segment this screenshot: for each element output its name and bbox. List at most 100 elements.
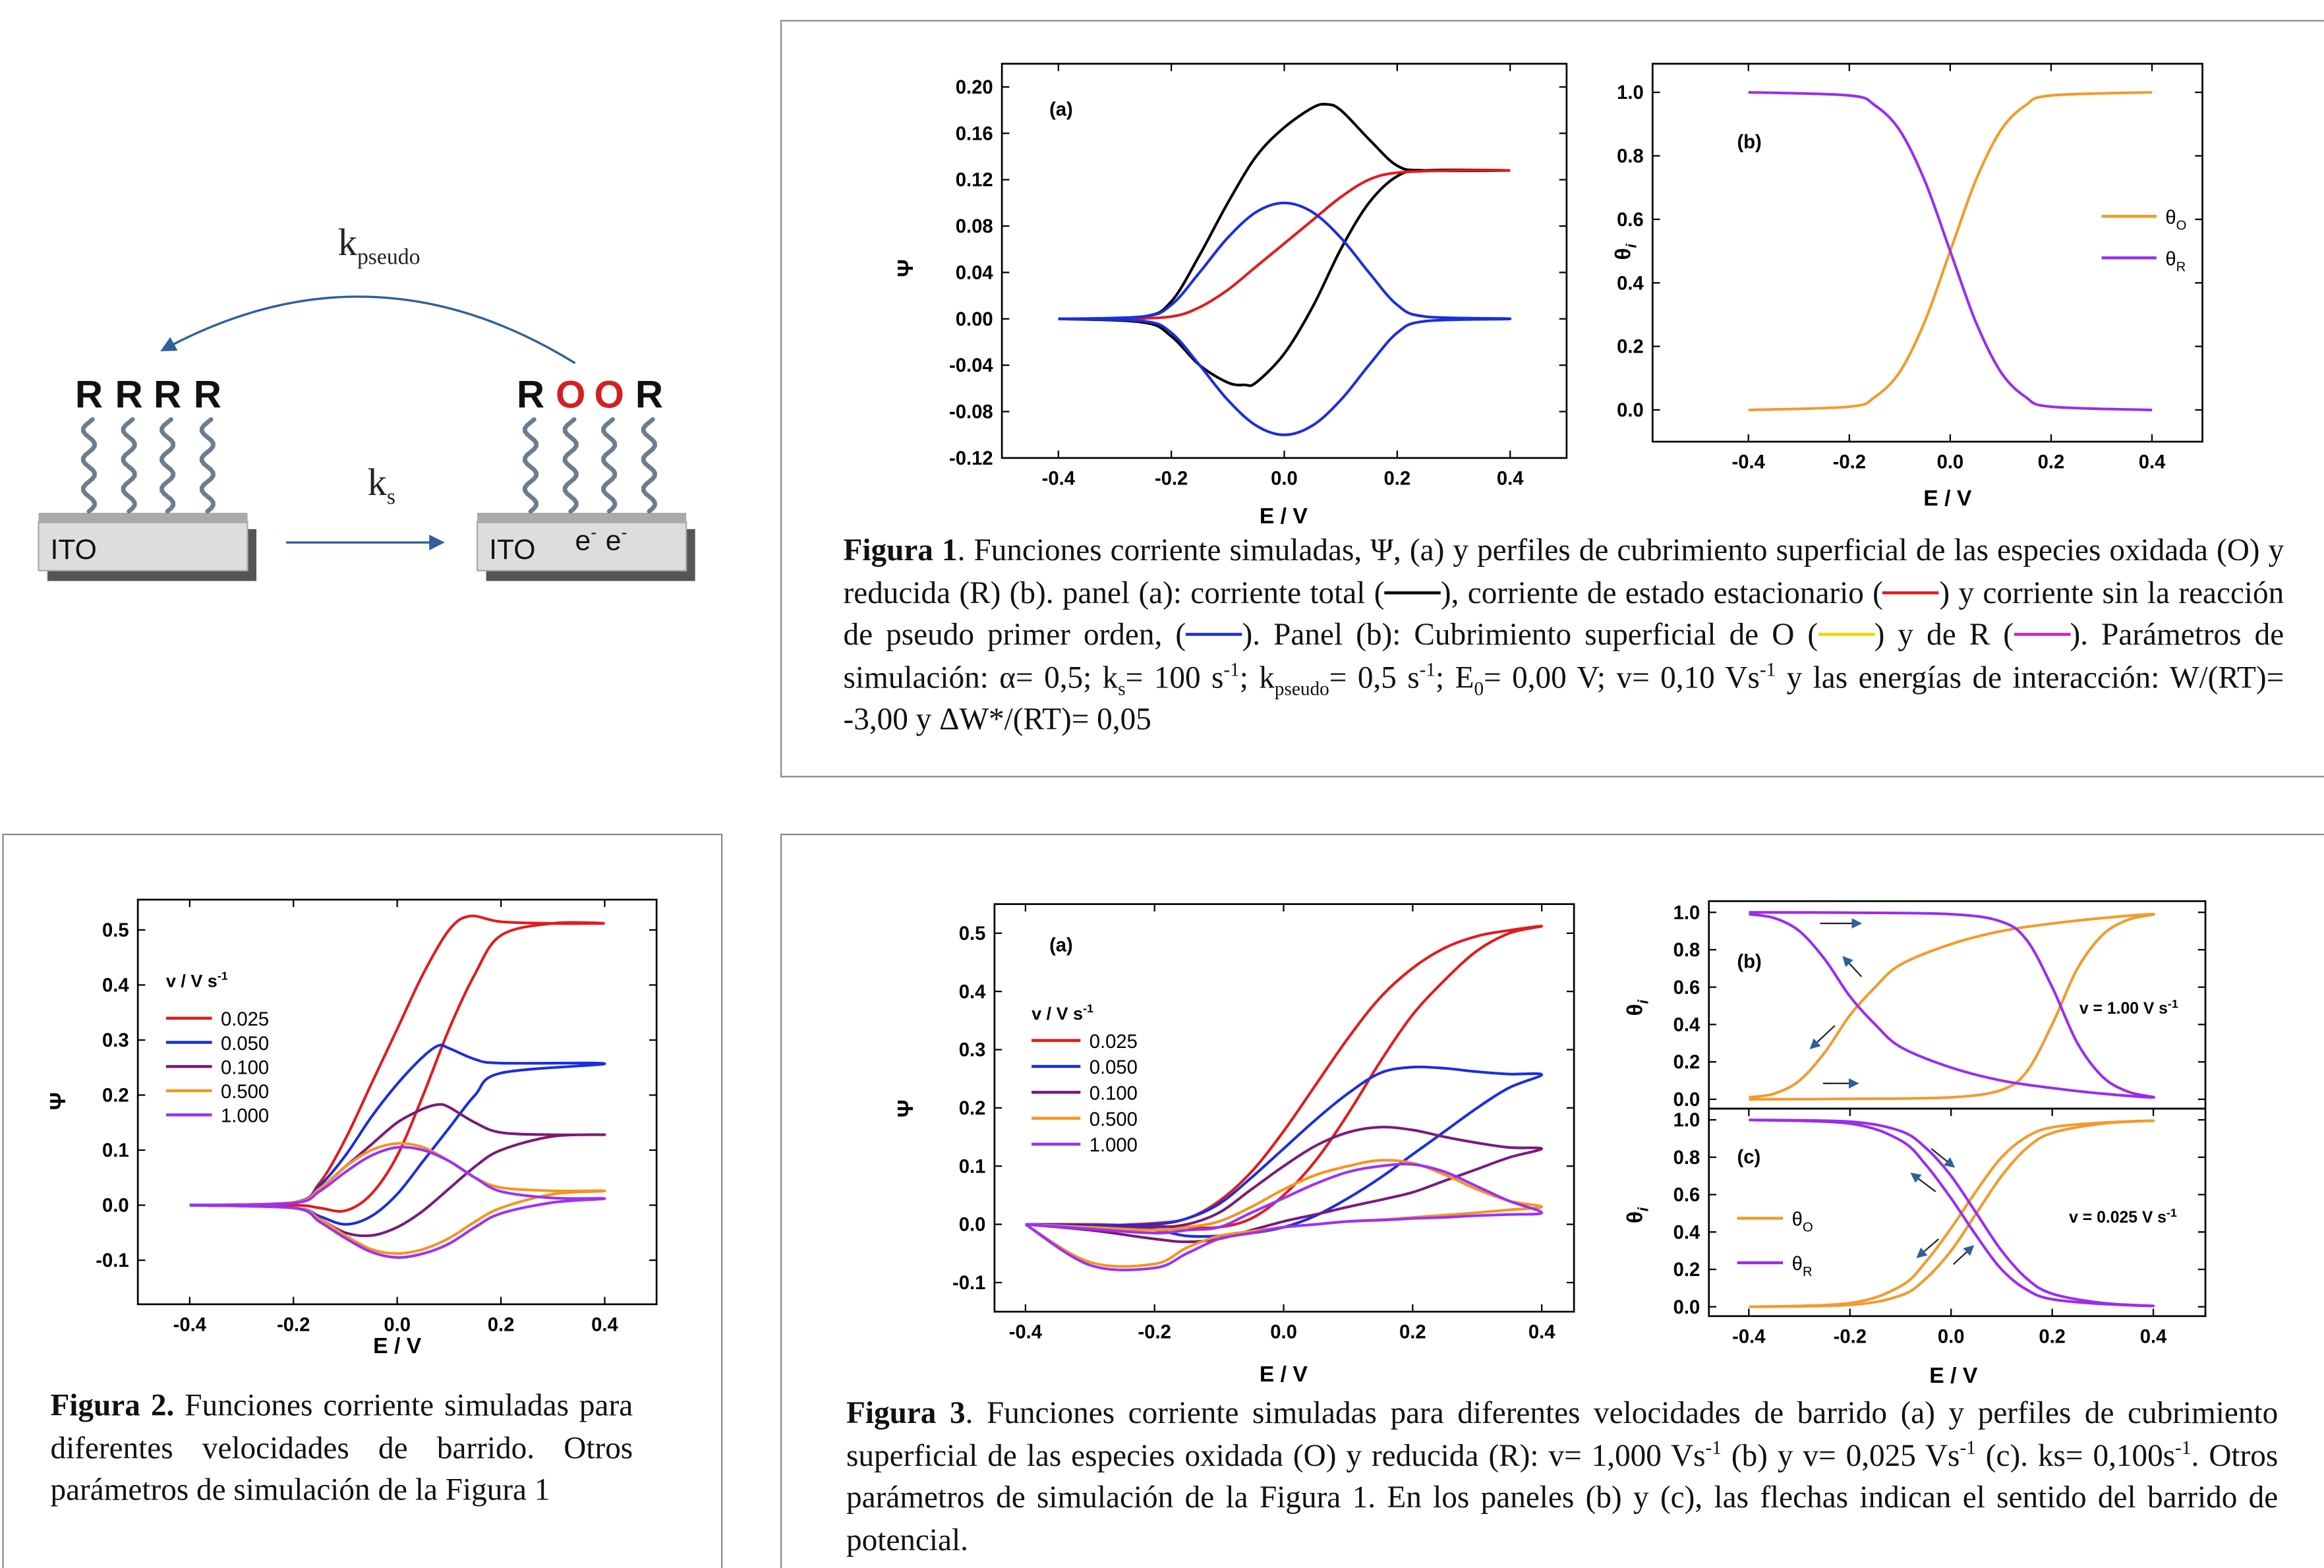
- sweep-arrow: [1916, 1238, 1940, 1258]
- legend-name: 0.050: [1089, 1057, 1138, 1078]
- alkyl-chain: [199, 417, 216, 514]
- plot-frame: [1708, 1107, 2207, 1318]
- legend-title: v / V s-1: [166, 969, 228, 991]
- chart: 0.0 0.2 0.4 0.6 0.8 1.0 -0.4 -0.2 0.0 0.2 0.4 (b) E …: [1611, 63, 2203, 511]
- alkyl-chain: [160, 417, 176, 514]
- legend-name: 0.050: [221, 1033, 269, 1055]
- electron: e: [606, 525, 622, 556]
- caption-superscript: -1: [1705, 1436, 1722, 1458]
- alkyl-chain: [523, 417, 538, 514]
- caption-text: = 100 s: [1125, 659, 1224, 695]
- data-line: [1749, 912, 2155, 1101]
- legend-subscript: R: [2176, 260, 2186, 275]
- y-tick-label: 0.20: [956, 77, 993, 98]
- y-tick-label: 0.4: [1673, 1222, 1700, 1243]
- caption-text: Funciones corriente simuladas para difer…: [50, 1387, 633, 1508]
- legend-label: θO: [2165, 208, 2186, 233]
- legend-title-superscript: -1: [1083, 1002, 1093, 1015]
- chart: 0.0 0.2 0.4 0.6 0.8 1.0 (b) θi v = 1.00 V s-1: [1623, 900, 2207, 1111]
- caption-text: = 0,5 s: [1329, 659, 1420, 695]
- sweep-arrow: [1931, 1147, 1956, 1168]
- y-axis-subscript: i: [1635, 999, 1652, 1004]
- plot-frame: [1001, 63, 1568, 459]
- y-tick-label: 0.0: [102, 1196, 129, 1217]
- plot-frame: [136, 898, 658, 1306]
- x-tick-label: 0.2: [488, 1314, 515, 1335]
- y-axis-label: Ψ: [893, 259, 918, 277]
- caption-text: . Otros parámetros de simulación de la F…: [846, 1437, 2279, 1557]
- annotation-superscript: -1: [2166, 1206, 2177, 1219]
- rate-constant: kpseudo: [338, 221, 421, 269]
- legend-label: 0.500: [221, 1082, 269, 1103]
- caption-text: (b) y v= 0,025 Vs: [1721, 1437, 1960, 1473]
- y-axis-subscript: i: [1623, 243, 1640, 248]
- caption-text: (c). ks= 0,100s: [1975, 1437, 2176, 1473]
- rate-symbol: k: [368, 461, 388, 504]
- y-tick-label: 0.16: [956, 123, 993, 144]
- alkyl-chain: [81, 417, 97, 514]
- y-axis-label: Ψ: [45, 1092, 71, 1110]
- y-tick-label: -0.08: [949, 402, 993, 423]
- legend-name: 0.025: [221, 1009, 269, 1030]
- x-tick-label: 0.0: [384, 1314, 411, 1335]
- legend-name: 0.500: [1089, 1109, 1138, 1130]
- y-tick-label: 0.0: [1673, 1297, 1700, 1318]
- chart: -0.1 0.0 0.1 0.2 0.3 0.4 0.5 -0.4 -0.2 0.0 0.2 0.4 (…: [893, 903, 1575, 1387]
- alkyl-chain: [562, 417, 579, 514]
- y-axis-label: θi: [1623, 1207, 1652, 1223]
- legend-name: θ: [1792, 1254, 1803, 1275]
- figure-caption: Figura 3. Funciones corriente simuladas …: [846, 1392, 2278, 1561]
- x-tick-label: 0.0: [1937, 452, 1964, 473]
- legend-subscript: R: [1803, 1265, 1813, 1279]
- legend-name: 0.100: [1089, 1084, 1138, 1105]
- data-line: [1025, 925, 1544, 1230]
- data-line: [1058, 169, 1511, 321]
- y-tick-label: 0.5: [959, 923, 986, 944]
- sweep-arrow: [1842, 956, 1863, 977]
- legend-name: 1.000: [1089, 1135, 1138, 1156]
- x-tick-label: -0.2: [1138, 1322, 1171, 1343]
- x-axis-label: E / V: [1929, 1363, 1978, 1388]
- data-line: [1749, 1119, 2155, 1308]
- data-line: [1058, 201, 1512, 436]
- y-tick-label: 0.0: [1617, 400, 1644, 421]
- x-axis-label: E / V: [1923, 486, 1972, 511]
- caption-text: ; E: [1436, 659, 1474, 695]
- legend-title-superscript: -1: [218, 969, 228, 982]
- caption-subscript: s: [1118, 677, 1126, 699]
- y-axis-label: θi: [1611, 243, 1640, 260]
- legend-label: θO: [1792, 1209, 1813, 1235]
- legend-name: 0.500: [221, 1082, 269, 1103]
- panel-label: (a): [1049, 99, 1073, 120]
- y-tick-label: 0.8: [1673, 1147, 1700, 1169]
- legend-label: θR: [1792, 1254, 1813, 1279]
- x-tick-label: -0.4: [1009, 1322, 1043, 1343]
- caption-text: ) y corriente sin la reacción de pseudo …: [843, 574, 2284, 653]
- x-tick-label: 0.2: [1384, 468, 1411, 489]
- x-tick-label: 0.4: [1497, 468, 1524, 489]
- legend-name: 0.100: [221, 1057, 269, 1078]
- legend-subscript: O: [2176, 219, 2187, 233]
- caption-superscript: -1: [2175, 1436, 2192, 1458]
- y-tick-label: 0.08: [956, 216, 993, 237]
- y-axis-symbol: θ: [1623, 1004, 1648, 1016]
- legend-label: 0.025: [1089, 1031, 1138, 1053]
- reaction-arrow: [160, 295, 576, 364]
- y-axis-label: θi: [1623, 999, 1652, 1016]
- electron: e: [575, 525, 591, 556]
- annotation-superscript: -1: [2168, 997, 2178, 1010]
- chart: -0.1 0.0 0.1 0.2 0.3 0.4 0.5 -0.4 -0.2 0.0 0.2 0.4 E…: [45, 898, 658, 1358]
- legend-subscript: O: [1803, 1221, 1813, 1235]
- x-tick-label: -0.2: [1155, 468, 1188, 489]
- y-tick-label: 0.2: [959, 1098, 986, 1119]
- data-line: [1749, 1118, 2155, 1308]
- caption-label: Figura 1: [843, 532, 958, 568]
- redox-group: O: [594, 373, 624, 416]
- caption-text: ), corriente de estado estacionario (: [1440, 574, 1883, 610]
- y-tick-label: 0.4: [102, 975, 129, 997]
- legend-label: 0.050: [221, 1033, 269, 1055]
- x-tick-label: -0.4: [1042, 468, 1076, 489]
- legend-label: 0.100: [221, 1057, 269, 1078]
- x-tick-label: 0.0: [1938, 1326, 1965, 1347]
